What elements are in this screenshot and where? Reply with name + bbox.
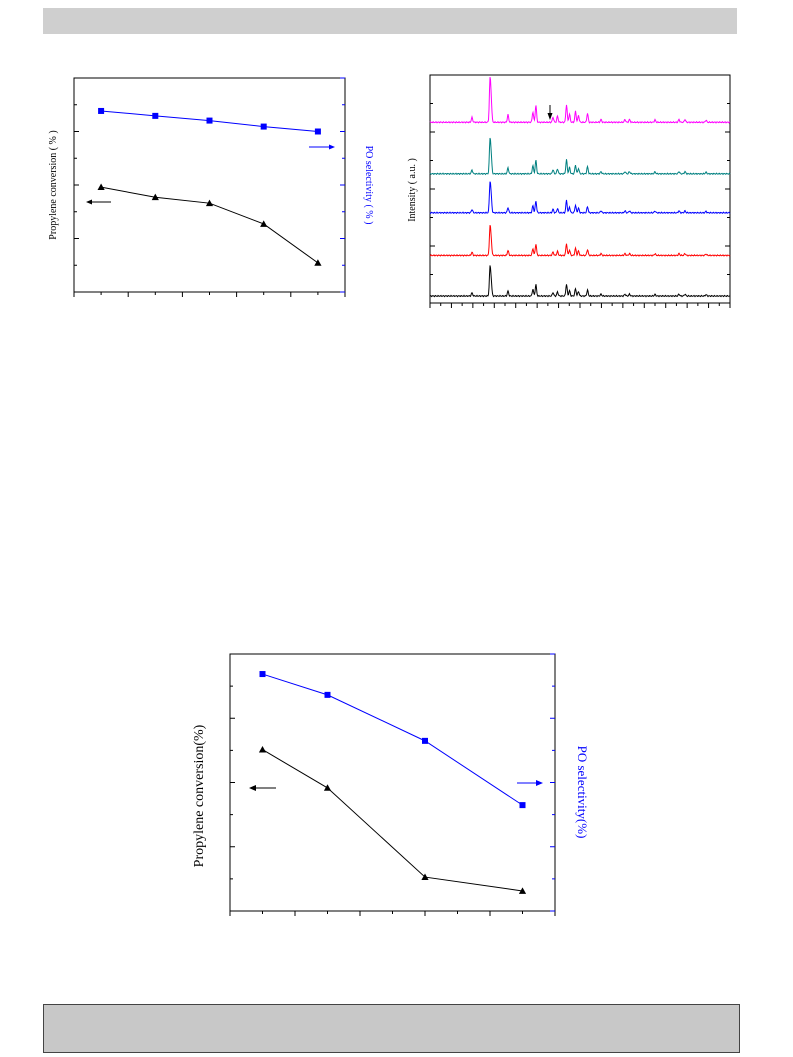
chart1-y-axis-title: Propylene conversion ( % )	[48, 130, 59, 239]
chart3-y-axis-title: Propylene conversion(%)	[192, 724, 207, 867]
xrd-trace-4	[429, 265, 731, 298]
selectivity-point	[314, 128, 321, 135]
chart2-ticks	[429, 74, 731, 308]
selectivity-point	[324, 691, 331, 698]
chart2-plot-frame	[429, 74, 731, 304]
conversion-point	[258, 746, 267, 753]
conversion-point	[314, 259, 322, 266]
selectivity-point	[206, 117, 213, 124]
chart3-plot-frame	[229, 653, 556, 912]
chart3-left-axis-arrow	[249, 785, 276, 791]
selectivity-point	[260, 123, 267, 130]
chart2-y-axis-title: Intensity ( a.u. )	[407, 158, 418, 222]
selectivity-point	[259, 671, 266, 678]
conversion-point	[97, 183, 105, 191]
selectivity-point	[519, 802, 526, 809]
conversion-selectivity-chart-2: Propylene conversion(%) PO selectivity(%…	[192, 653, 590, 916]
xrd-trace-3	[429, 224, 731, 257]
chart3-series	[258, 671, 527, 894]
conversion-point	[518, 887, 527, 894]
chart1-plot-frame	[73, 77, 346, 293]
xrd-trace-1	[429, 137, 731, 176]
chart1-left-axis-arrow	[86, 199, 111, 205]
xrd-trace-2	[429, 181, 731, 215]
xrd-pattern-chart: Intensity ( a.u. )	[407, 74, 731, 308]
conversion-selectivity-chart-1: Propylene conversion ( % ) PO selectivit…	[48, 77, 374, 297]
chart1-y2-axis-title: PO selectivity ( % )	[363, 146, 374, 225]
chart3-y2-axis-title: PO selectivity(%)	[575, 746, 590, 839]
selectivity-point	[98, 107, 105, 114]
xrd-trace-0	[429, 76, 731, 124]
top-header-band	[43, 8, 737, 34]
chart3-ticks	[229, 653, 556, 916]
chart2-peak-arrow	[547, 105, 553, 120]
chart1-ticks	[73, 77, 346, 297]
selectivity-point	[422, 737, 428, 744]
bottom-footer-band	[43, 1004, 740, 1053]
conversion-point	[421, 873, 429, 880]
conversion-point	[205, 199, 214, 207]
chart2-series	[429, 76, 731, 298]
selectivity-point	[152, 112, 159, 119]
conversion-point	[151, 193, 159, 201]
chart1-series	[97, 107, 322, 266]
conversion-point	[260, 220, 268, 227]
selectivity-series-line	[262, 673, 523, 806]
chart3-right-axis-arrow	[517, 780, 543, 786]
chart1-right-axis-arrow	[309, 144, 335, 150]
conversion-series-line	[101, 186, 319, 264]
conversion-series-line	[262, 749, 523, 892]
conversion-point	[323, 784, 332, 791]
